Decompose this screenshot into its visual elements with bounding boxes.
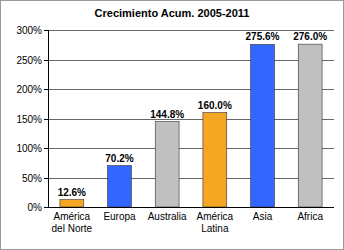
tick-mark (44, 89, 48, 90)
title: Crecimiento Acum. 2005-2011 (95, 7, 250, 19)
category-label: Asia (253, 211, 273, 222)
data-label: 275.6% (246, 31, 280, 42)
tick-mark (44, 148, 48, 149)
category-line: Latina (201, 223, 229, 234)
data-label: 12.6% (58, 187, 86, 198)
bar (251, 44, 275, 207)
tick-mark (44, 30, 48, 31)
grid-line (48, 30, 334, 31)
category-line: América (196, 211, 233, 222)
tick-label: 50% (22, 173, 42, 184)
grid-line (48, 148, 334, 149)
category-label: Américadel Norte (52, 211, 93, 234)
tick-mark (44, 119, 48, 120)
bar (298, 44, 322, 207)
grid-line (48, 178, 334, 179)
category-label: Australia (148, 211, 187, 222)
category-label: AméricaLatina (196, 211, 233, 234)
tick-label: 0% (28, 202, 43, 213)
chart-border (1, 1, 344, 250)
tick-mark (44, 207, 48, 208)
category-line: Asia (253, 211, 273, 222)
tick-mark (44, 60, 48, 61)
tick-label: 300% (16, 25, 42, 36)
tick-mark (44, 178, 48, 179)
x-axis (48, 207, 334, 208)
category-line: del Norte (52, 223, 93, 234)
grid-line (48, 60, 334, 61)
bar (155, 122, 179, 207)
category-label: Europa (103, 211, 136, 222)
bars (60, 44, 322, 207)
bar (108, 166, 132, 207)
category-line: Africa (297, 211, 323, 222)
tick-label: 150% (16, 114, 42, 125)
grid-line (48, 89, 334, 90)
data-label: 276.0% (293, 31, 327, 42)
data-label: 70.2% (105, 153, 133, 164)
bar (60, 200, 84, 207)
category-line: Australia (148, 211, 187, 222)
category-line: América (53, 211, 90, 222)
category-label: Africa (297, 211, 323, 222)
y-axis (48, 30, 49, 207)
chart: Crecimiento Acum. 2005-2011 0% 50% 100% 150%… (0, 0, 344, 250)
grid-line (48, 119, 334, 120)
data-label: 160.0% (198, 100, 232, 111)
category-line: Europa (103, 211, 136, 222)
tick-label: 200% (16, 84, 42, 95)
data-label: 144.8% (150, 109, 184, 120)
tick-label: 250% (16, 55, 42, 66)
tick-label: 100% (16, 143, 42, 154)
bar (203, 113, 227, 207)
grid-line (48, 207, 334, 208)
